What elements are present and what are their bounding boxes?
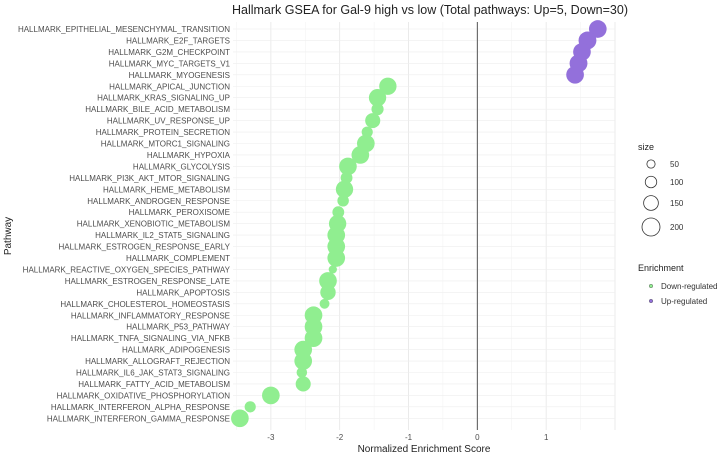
size-legend: size 50 100 150 200 bbox=[638, 142, 684, 237]
pathway-labels: HALLMARK_EPITHELIAL_MESENCHYMAL_TRANSITI… bbox=[18, 25, 231, 423]
pathway-label: HALLMARK_EPITHELIAL_MESENCHYMAL_TRANSITI… bbox=[18, 25, 230, 34]
pathway-label: HALLMARK_PI3K_AKT_MTOR_SIGNALING bbox=[69, 174, 230, 183]
plot-panel bbox=[233, 22, 615, 430]
size-legend-title: size bbox=[638, 142, 654, 152]
x-tick-labels: -3 -2 -1 0 1 bbox=[267, 433, 549, 442]
pathway-label: HALLMARK_INTERFERON_ALPHA_RESPONSE bbox=[51, 403, 230, 412]
pathway-label: HALLMARK_PROTEIN_SECRETION bbox=[96, 128, 230, 137]
pathway-label: HALLMARK_REACTIVE_OXYGEN_SPECIES_PATHWAY bbox=[23, 265, 231, 274]
color-legend-label: Down-regulated bbox=[661, 282, 717, 291]
data-point bbox=[319, 298, 330, 309]
x-tick-label: -2 bbox=[336, 433, 344, 442]
x-tick-label: -1 bbox=[405, 433, 413, 442]
color-legend-title: Enrichment bbox=[638, 263, 684, 273]
pathway-label: HALLMARK_APICAL_JUNCTION bbox=[109, 82, 230, 91]
color-legend-symbol bbox=[649, 299, 654, 304]
x-tick-label: 0 bbox=[475, 433, 480, 442]
color-legend-symbol bbox=[649, 284, 654, 289]
data-point bbox=[379, 77, 397, 95]
pathway-label: HALLMARK_G2M_CHECKPOINT bbox=[108, 48, 230, 57]
data-point bbox=[319, 272, 337, 290]
pathway-label: HALLMARK_GLYCOLYSIS bbox=[133, 162, 230, 171]
data-point bbox=[262, 386, 280, 405]
pathway-label: HALLMARK_INTERFERON_GAMMA_RESPONSE bbox=[47, 414, 230, 423]
pathway-label: HALLMARK_INFLAMMATORY_RESPONSE bbox=[71, 311, 230, 320]
size-legend-symbol bbox=[641, 217, 661, 237]
pathway-label: HALLMARK_E2F_TARGETS bbox=[126, 36, 230, 45]
data-point bbox=[588, 20, 607, 38]
data-point bbox=[351, 146, 370, 164]
data-point bbox=[332, 206, 345, 219]
x-tick-label: 1 bbox=[544, 433, 549, 442]
pathway-label: HALLMARK_CHOLESTEROL_HOMEOSTASIS bbox=[60, 300, 230, 309]
pathway-label: HALLMARK_IL6_JAK_STAT3_SIGNALING bbox=[76, 369, 230, 378]
size-legend-label: 100 bbox=[670, 178, 684, 187]
data-point bbox=[296, 367, 308, 378]
pathway-label: HALLMARK_MTORC1_SIGNALING bbox=[101, 140, 230, 149]
pathway-label: HALLMARK_MYOGENESIS bbox=[129, 71, 230, 80]
pathway-label: HALLMARK_PEROXISOME bbox=[129, 208, 230, 217]
size-legend-label: 50 bbox=[670, 160, 679, 169]
pathway-label: HALLMARK_ANDROGEN_RESPONSE bbox=[87, 197, 230, 206]
data-point bbox=[335, 180, 354, 198]
pathway-label: HALLMARK_OXIDATIVE_PHOSPHORYLATION bbox=[57, 391, 231, 400]
pathway-label: HALLMARK_ALLOGRAFT_REJECTION bbox=[85, 357, 230, 366]
pathway-label: HALLMARK_ESTROGEN_RESPONSE_LATE bbox=[65, 277, 230, 286]
pathway-label: HALLMARK_IL2_STAT5_SIGNALING bbox=[95, 231, 230, 240]
pathway-label: HALLMARK_KRAS_SIGNALING_UP bbox=[97, 94, 230, 103]
data-point bbox=[294, 352, 313, 370]
pathway-label: HALLMARK_TNFA_SIGNALING_VIA_NFKB bbox=[71, 334, 230, 343]
pathway-label: HALLMARK_COMPLEMENT bbox=[126, 254, 230, 263]
x-axis-title: Normalized Enrichment Score bbox=[358, 444, 491, 455]
data-point bbox=[337, 195, 349, 207]
y-axis-title: Pathway bbox=[3, 217, 14, 255]
data-point bbox=[365, 113, 381, 129]
data-point bbox=[244, 401, 256, 413]
data-point bbox=[320, 284, 336, 301]
x-tick-label: -3 bbox=[267, 433, 275, 442]
color-legend: Enrichment Down-regulated Up-regulated bbox=[638, 263, 717, 306]
pathway-label: HALLMARK_XENOBIOTIC_METABOLISM bbox=[77, 220, 231, 229]
data-point bbox=[231, 409, 249, 428]
data-point bbox=[328, 265, 337, 274]
pathway-label: HALLMARK_BILE_ACID_METABOLISM bbox=[85, 105, 230, 114]
color-legend-label: Up-regulated bbox=[661, 297, 707, 306]
pathway-label: HALLMARK_ESTROGEN_RESPONSE_EARLY bbox=[59, 243, 231, 252]
size-legend-label: 150 bbox=[670, 199, 684, 208]
data-point bbox=[339, 157, 357, 176]
data-point bbox=[368, 89, 387, 107]
pathway-label: HALLMARK_FATTY_ACID_METABOLISM bbox=[78, 380, 230, 389]
data-point bbox=[304, 329, 323, 347]
data-points bbox=[231, 20, 607, 428]
chart-title: Hallmark GSEA for Gal-9 high vs low (Tot… bbox=[232, 3, 628, 17]
data-point bbox=[327, 249, 346, 267]
pathway-label: HALLMARK_ADIPOGENESIS bbox=[122, 346, 230, 355]
pathway-label: HALLMARK_UV_RESPONSE_UP bbox=[107, 117, 230, 126]
size-legend-symbol bbox=[644, 175, 658, 189]
size-legend-label: 200 bbox=[670, 223, 684, 232]
pathway-label: HALLMARK_MYC_TARGETS_V1 bbox=[109, 59, 231, 68]
size-legend-symbol bbox=[643, 195, 659, 211]
pathway-label: HALLMARK_APOPTOSIS bbox=[136, 288, 230, 297]
pathway-label: HALLMARK_HYPOXIA bbox=[147, 151, 231, 160]
pathway-label: HALLMARK_P53_PATHWAY bbox=[126, 323, 230, 332]
data-point bbox=[295, 376, 311, 392]
grid bbox=[233, 22, 616, 430]
data-point bbox=[566, 65, 584, 84]
data-point bbox=[371, 103, 384, 116]
pathway-label: HALLMARK_HEME_METABOLISM bbox=[103, 185, 230, 194]
size-legend-symbol bbox=[646, 159, 656, 169]
